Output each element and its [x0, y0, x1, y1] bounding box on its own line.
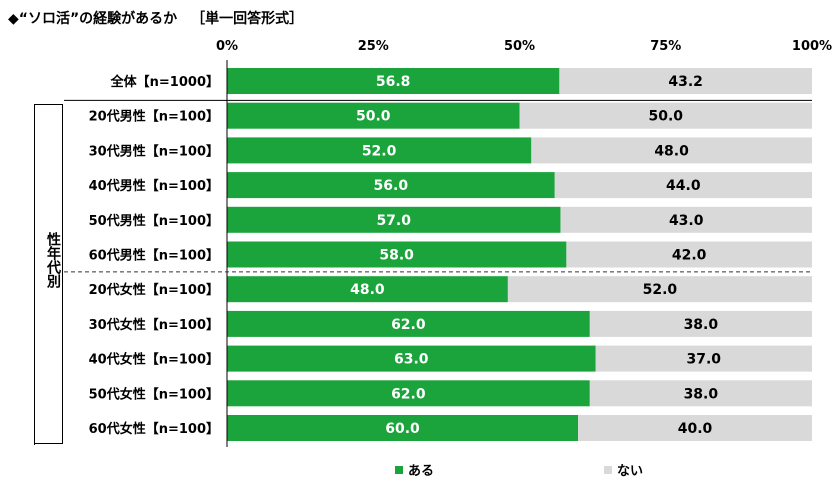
category-label: 50代男性【n=100】: [89, 213, 219, 229]
x-tick-label: 0%: [216, 39, 238, 54]
category-label: 全体【n=1000】: [110, 74, 219, 90]
data-label-no: 50.0: [648, 109, 683, 125]
bar-no: [578, 415, 812, 441]
bar-no: [589, 310, 812, 337]
legend-label-yes: ある: [408, 464, 435, 479]
category-label: 20代女性【n=100】: [89, 282, 219, 298]
bar-no: [531, 137, 812, 164]
bar-no: [595, 345, 812, 372]
bar-no: [507, 276, 812, 303]
data-label-no: 42.0: [672, 248, 707, 264]
data-label-yes: 57.0: [376, 213, 411, 229]
category-label: 30代男性【n=100】: [89, 143, 219, 159]
chart-title: ◆“ソロ活”の経験があるか ［単一回答形式］: [8, 8, 303, 28]
bar-yes: [227, 415, 578, 441]
data-label-no: 52.0: [643, 282, 678, 298]
legend-swatch-yes: [395, 465, 403, 474]
data-label-yes: 63.0: [394, 352, 429, 368]
bar-yes: [227, 380, 590, 407]
data-label-no: 40.0: [678, 421, 713, 437]
bar-no: [560, 206, 812, 233]
bar-yes: [227, 276, 508, 303]
subtitle-text: ［単一回答形式］: [191, 11, 304, 27]
category-label: 30代女性【n=100】: [89, 317, 219, 333]
x-tick-label: 75%: [650, 39, 681, 54]
bar-yes: [227, 137, 532, 164]
bar-yes: [227, 241, 567, 268]
x-tick-label: 100%: [792, 39, 832, 54]
data-label-no: 38.0: [684, 317, 719, 333]
bar-no: [566, 241, 812, 268]
category-label: 60代男性【n=100】: [89, 248, 219, 264]
x-tick-label: 50%: [504, 39, 535, 54]
data-label-yes: 60.0: [385, 421, 420, 437]
data-label-no: 37.0: [687, 352, 722, 368]
data-label-yes: 56.0: [374, 178, 409, 194]
category-label: 40代女性【n=100】: [89, 352, 219, 368]
bar-yes: [227, 310, 590, 337]
data-label-yes: 50.0: [356, 109, 391, 125]
bar-yes: [227, 102, 520, 129]
bar-yes: [227, 68, 560, 94]
x-tick-label: 25%: [358, 39, 389, 54]
bar-yes: [227, 206, 561, 233]
title-text: ◆“ソロ活”の経験があるか: [8, 11, 178, 27]
legend-swatch-no: [604, 465, 612, 474]
data-label-yes: 48.0: [350, 282, 385, 298]
bar-no: [589, 380, 812, 407]
legend-item-no: ない: [604, 460, 643, 479]
data-label-yes: 62.0: [391, 386, 426, 402]
category-label: 40代男性【n=100】: [89, 178, 219, 194]
group-label: 性年代別: [45, 232, 61, 288]
bar-no: [554, 172, 812, 199]
category-label: 50代女性【n=100】: [89, 386, 219, 402]
data-label-yes: 58.0: [379, 248, 414, 264]
bar-yes: [227, 345, 596, 372]
group-bracket: [34, 104, 63, 445]
data-label-yes: 62.0: [391, 317, 426, 333]
category-label: 20代男性【n=100】: [89, 109, 219, 125]
data-label-yes: 56.8: [376, 74, 411, 90]
data-label-no: 43.0: [669, 213, 704, 229]
data-label-no: 44.0: [666, 178, 701, 194]
legend-label-no: ない: [617, 464, 644, 479]
data-label-no: 43.2: [668, 74, 703, 90]
bar-yes: [227, 172, 555, 199]
legend-item-yes: ある: [395, 460, 434, 479]
data-label-yes: 52.0: [362, 143, 397, 159]
bar-no: [519, 102, 812, 129]
data-label-no: 38.0: [684, 386, 719, 402]
category-label: 60代女性【n=100】: [89, 421, 219, 437]
bar-no: [559, 68, 812, 94]
data-label-no: 48.0: [654, 143, 689, 159]
